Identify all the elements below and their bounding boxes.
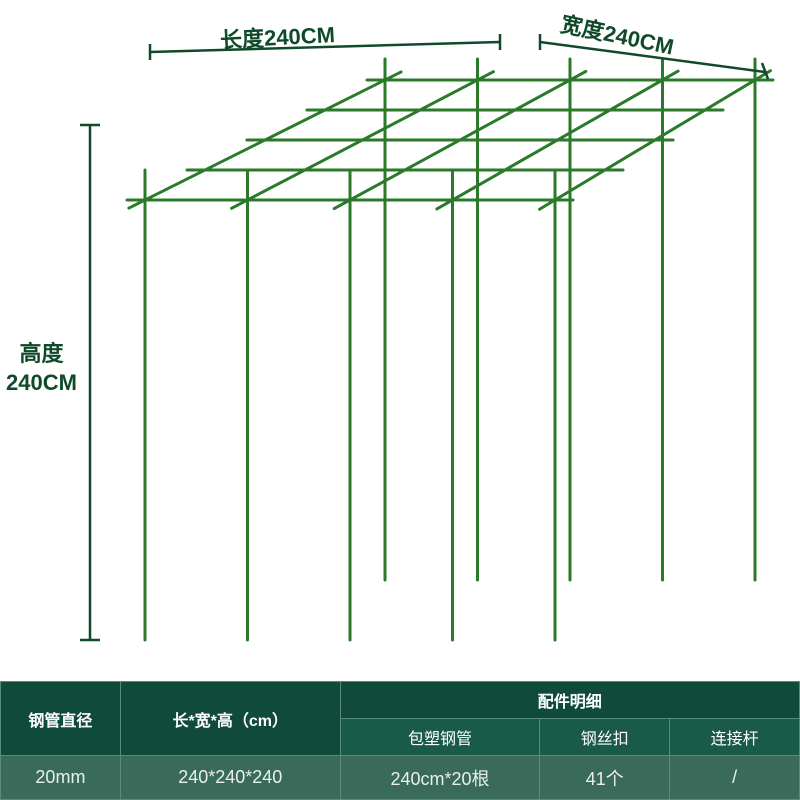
- pergola-wireframe: [0, 0, 800, 680]
- val-lwh: 240*240*240: [120, 756, 340, 800]
- spec-table: 钢管直径 长*宽*高（cm） 配件明细 包塑钢管 钢丝扣 连接杆 20mm 24…: [0, 681, 800, 800]
- sub-clips: 钢丝扣: [540, 719, 670, 756]
- height-label: 高度 240CM: [6, 340, 77, 397]
- val-rods: /: [670, 756, 800, 800]
- sub-tubes: 包塑钢管: [340, 719, 540, 756]
- val-diameter: 20mm: [1, 756, 121, 800]
- sub-rods: 连接杆: [670, 719, 800, 756]
- val-clips: 41个: [540, 756, 670, 800]
- hdr-diameter: 钢管直径: [1, 682, 121, 756]
- val-tubes: 240cm*20根: [340, 756, 540, 800]
- diagram-area: 长度240CM 宽度240CM 高度 240CM: [0, 0, 800, 680]
- hdr-parts: 配件明细: [340, 682, 799, 719]
- length-label: 长度240CM: [219, 17, 335, 55]
- hdr-lwh: 长*宽*高（cm）: [120, 682, 340, 756]
